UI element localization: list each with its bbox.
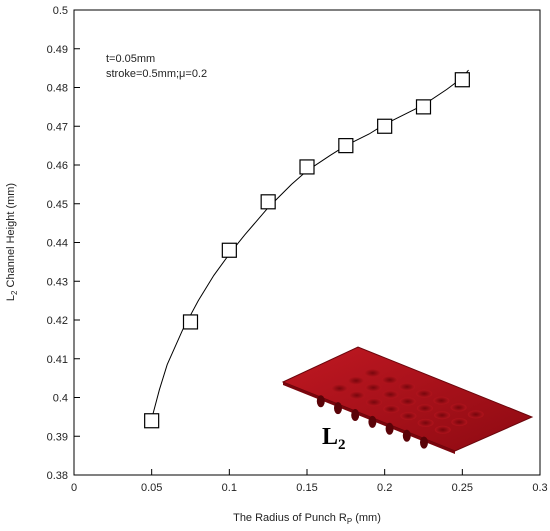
y-tick-label: 0.4 xyxy=(53,393,68,405)
x-tick-label: 0.2 xyxy=(377,482,392,494)
plate-dimple xyxy=(416,404,433,413)
y-tick-label: 0.43 xyxy=(47,276,68,288)
data-point xyxy=(144,413,160,429)
inset-label: L2 xyxy=(322,424,346,453)
data-point xyxy=(415,99,432,115)
x-tick-label: 0.25 xyxy=(452,482,473,494)
x-axis-label-main: The Radius of Punch R xyxy=(233,512,347,524)
plate-dimple xyxy=(348,391,365,400)
plate-edge-bump xyxy=(420,436,428,449)
plate-dimple xyxy=(399,397,416,406)
plate-edge-bump xyxy=(316,395,325,408)
plate-dimple xyxy=(433,396,450,405)
plate-edge-bump xyxy=(334,402,342,415)
data-markers xyxy=(144,72,470,429)
x-tick-label: 0 xyxy=(71,482,77,494)
plate-dimple xyxy=(434,411,451,420)
data-point xyxy=(299,159,315,175)
plate-dimple xyxy=(381,375,398,384)
data-point xyxy=(182,314,199,330)
inset-plate-illustration: L2 xyxy=(281,346,534,454)
data-point xyxy=(338,138,354,154)
x-tick-label: 0.1 xyxy=(222,482,237,494)
y-tick-label: 0.48 xyxy=(47,83,68,95)
plate-dimple xyxy=(399,382,415,391)
plate-dimple xyxy=(450,403,467,412)
y-tick-label: 0.44 xyxy=(47,238,68,250)
inset-label-sub: 2 xyxy=(338,437,346,453)
data-point xyxy=(260,194,276,210)
plate-dimple xyxy=(434,425,451,434)
plate-dimple xyxy=(467,410,484,419)
x-axis-label-unit: (mm) xyxy=(352,512,381,524)
y-axis-label: L2 Channel Height (mm) xyxy=(5,183,19,301)
y-tick-label: 0.5 xyxy=(53,5,68,17)
y-tick-label: 0.46 xyxy=(47,160,68,172)
annotation-thickness: t=0.05mm xyxy=(106,53,155,65)
plate-dimple xyxy=(417,418,434,427)
plate-dimple xyxy=(331,384,348,393)
inset-label-main: L xyxy=(322,424,338,450)
y-tick-label: 0.47 xyxy=(47,121,68,133)
plate-dimple xyxy=(382,390,399,399)
plate-edge-bump xyxy=(351,409,360,421)
plate-front-edge xyxy=(283,382,455,454)
data-point xyxy=(454,72,470,88)
plate-dimple xyxy=(364,369,381,377)
plate-dimple xyxy=(365,383,382,392)
data-point xyxy=(221,242,237,258)
plate-dimple xyxy=(348,376,365,385)
plate-dimples xyxy=(316,369,484,449)
fit-curve-group xyxy=(151,69,469,419)
plate-edge-bump xyxy=(385,422,394,435)
plate-dimple xyxy=(383,405,400,414)
axis-ticks: 0 0.05 0.1 0.15 0.2 0.25 0.3 0.38 0.39 0.4 0.41 0.4… xyxy=(47,5,548,494)
plate-edge-bump xyxy=(402,429,411,442)
annotation-stroke-friction: stroke=0.5mm;μ=0.2 xyxy=(106,68,207,80)
y-tick-label: 0.49 xyxy=(47,44,68,56)
y-axis-label-sub: 2 xyxy=(10,290,19,295)
x-axis-label-sub: P xyxy=(347,517,352,526)
x-tick-label: 0.15 xyxy=(296,482,317,494)
plate-edge-bump xyxy=(368,415,377,428)
y-tick-label: 0.39 xyxy=(47,431,68,443)
x-tick-label: 0.05 xyxy=(141,482,162,494)
fit-curve xyxy=(151,69,469,419)
plate-dimple xyxy=(416,389,433,398)
x-axis-label: The Radius of Punch RP (mm) xyxy=(233,512,381,526)
y-tick-label: 0.45 xyxy=(47,199,68,211)
y-tick-label: 0.38 xyxy=(47,470,68,482)
y-tick-label: 0.41 xyxy=(47,354,68,366)
x-tick-label: 0.3 xyxy=(532,482,547,494)
y-axis-label-rest: Channel Height (mm) xyxy=(5,183,17,291)
y-axis-label-main: L xyxy=(5,295,17,301)
plate-dimple xyxy=(366,398,382,407)
y-tick-label: 0.42 xyxy=(47,315,68,327)
data-point xyxy=(377,118,393,134)
plate-dimple xyxy=(451,418,468,427)
plate-dimple xyxy=(400,412,417,420)
